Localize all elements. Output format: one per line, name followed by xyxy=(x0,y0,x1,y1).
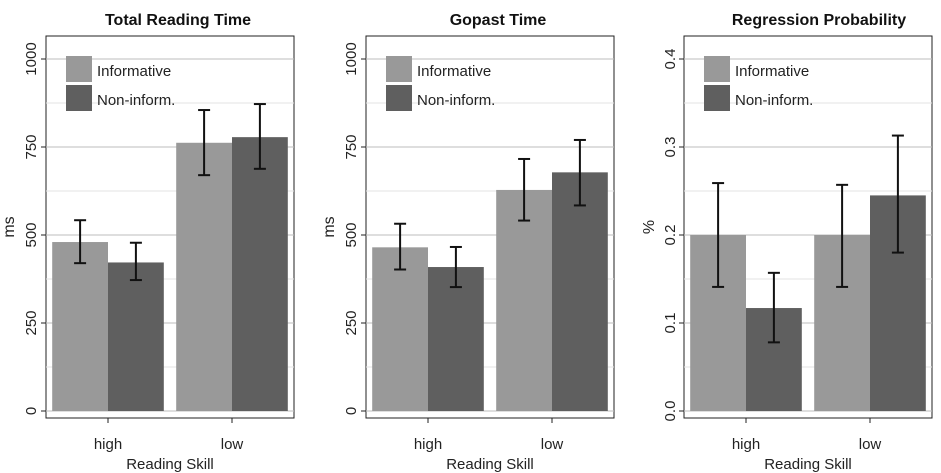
x-axis-label: Reading Skill xyxy=(126,456,214,473)
y-tick-label: 0.3 xyxy=(662,137,679,158)
y-axis-label: ms xyxy=(321,216,338,237)
panel-3: 0.0 0.1 0.2 0.3 0.4 high low Informative Non-inf… xyxy=(641,12,933,473)
panel-2: 0 250 500 750 1000 high low Informative Non-info… xyxy=(321,12,615,473)
x-tick-label: low xyxy=(221,436,244,453)
x-tick-label: high xyxy=(94,436,122,453)
x-axis-label: Reading Skill xyxy=(446,456,534,473)
legend-swatch xyxy=(386,85,412,111)
x-tick-label: high xyxy=(414,436,442,453)
y-tick-label: 250 xyxy=(23,310,40,335)
bar-informative-high xyxy=(52,242,108,411)
y-tick-label: 0 xyxy=(343,407,360,415)
y-tick-label: 0 xyxy=(23,407,40,415)
bar-noninform-low xyxy=(232,137,288,412)
legend-label: Non-inform. xyxy=(735,92,813,109)
legend-label: Non-inform. xyxy=(97,92,175,109)
x-tick-label: low xyxy=(859,436,882,453)
chart-title: Regression Probability xyxy=(732,12,906,29)
y-tick-label: 1000 xyxy=(343,42,360,75)
y-tick-label: 0.2 xyxy=(662,225,679,246)
y-tick-label: 0.1 xyxy=(662,313,679,334)
bar-noninform-low xyxy=(552,172,608,411)
legend-swatch xyxy=(704,56,730,82)
bar-informative-low xyxy=(496,189,552,411)
y-axis-label: ms xyxy=(1,216,18,237)
x-tick-label: low xyxy=(541,436,564,453)
y-tick-label: 500 xyxy=(23,222,40,247)
legend-swatch xyxy=(66,56,92,82)
y-tick-label: 750 xyxy=(343,134,360,159)
legend-swatch xyxy=(66,85,92,111)
y-axis-label: % xyxy=(641,220,658,234)
legend-label: Informative xyxy=(735,63,809,80)
bar-informative-high xyxy=(372,247,428,411)
bar-noninform-high xyxy=(428,267,484,411)
bar-informative-low xyxy=(176,142,232,411)
x-axis-label: Reading Skill xyxy=(764,456,852,473)
legend-label: Informative xyxy=(97,63,171,80)
y-tick-label: 750 xyxy=(23,134,40,159)
chart-title: Gopast Time xyxy=(450,12,547,29)
y-tick-label: 250 xyxy=(343,310,360,335)
legend-swatch xyxy=(704,85,730,111)
legend-label: Informative xyxy=(417,63,491,80)
y-tick-label: 500 xyxy=(343,222,360,247)
panel-1: 0 250 500 750 1000 high low Informative Non-info… xyxy=(1,12,295,473)
y-tick-label: 1000 xyxy=(23,42,40,75)
bar-noninform-high xyxy=(108,262,164,411)
legend-swatch xyxy=(386,56,412,82)
legend-label: Non-inform. xyxy=(417,92,495,109)
x-tick-label: high xyxy=(732,436,760,453)
chart-title: Total Reading Time xyxy=(105,12,251,29)
y-tick-label: 0.0 xyxy=(662,401,679,422)
y-tick-label: 0.4 xyxy=(662,49,679,70)
